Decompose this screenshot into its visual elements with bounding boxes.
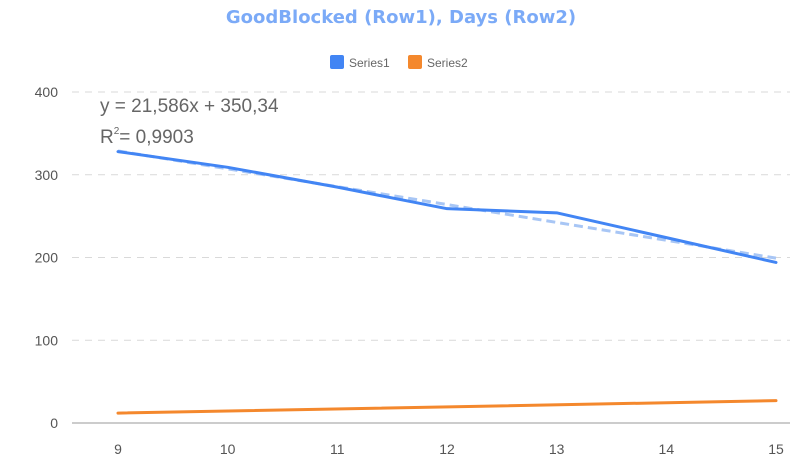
series-line-1	[116, 150, 778, 264]
legend: Series1 Series2	[330, 55, 468, 70]
series-line-2	[116, 399, 778, 415]
x-tick-label: 11	[330, 441, 345, 457]
legend-swatch-series1	[330, 55, 344, 69]
legend-swatch-series2	[408, 55, 422, 69]
y-tick-label: 200	[35, 250, 59, 266]
r-squared-label: R2= 0,9903	[100, 126, 194, 148]
chart-title: GoodBlocked (Row1), Days (Row2)	[226, 7, 576, 28]
x-tick-label: 12	[439, 441, 455, 457]
x-axis-ticks: 9 10 11 12 13 14 15	[114, 441, 784, 457]
y-axis-ticks: 0 100 200 300 400	[35, 84, 59, 431]
x-tick-label: 10	[220, 441, 236, 457]
legend-label-series2: Series2	[427, 56, 468, 70]
trendline-equation-label: y = 21,586x + 350,34	[100, 96, 279, 117]
x-tick-label: 15	[768, 441, 784, 457]
y-tick-label: 100	[35, 332, 59, 348]
y-tick-label: 300	[35, 167, 59, 183]
trendline-equation: y = 21,586x + 350,34 R2= 0,9903	[100, 96, 279, 148]
r-squared-superscript: 2	[114, 126, 120, 137]
r-squared-symbol: R	[100, 127, 114, 148]
gridlines	[72, 91, 790, 424]
x-tick-label: 13	[549, 441, 565, 457]
r-squared-value: = 0,9903	[119, 127, 194, 148]
plot-area	[116, 149, 778, 415]
x-tick-label: 9	[114, 441, 122, 457]
y-tick-label: 400	[35, 84, 59, 100]
y-tick-label: 0	[50, 415, 58, 431]
x-tick-label: 14	[659, 441, 675, 457]
legend-label-series1: Series1	[349, 56, 390, 70]
